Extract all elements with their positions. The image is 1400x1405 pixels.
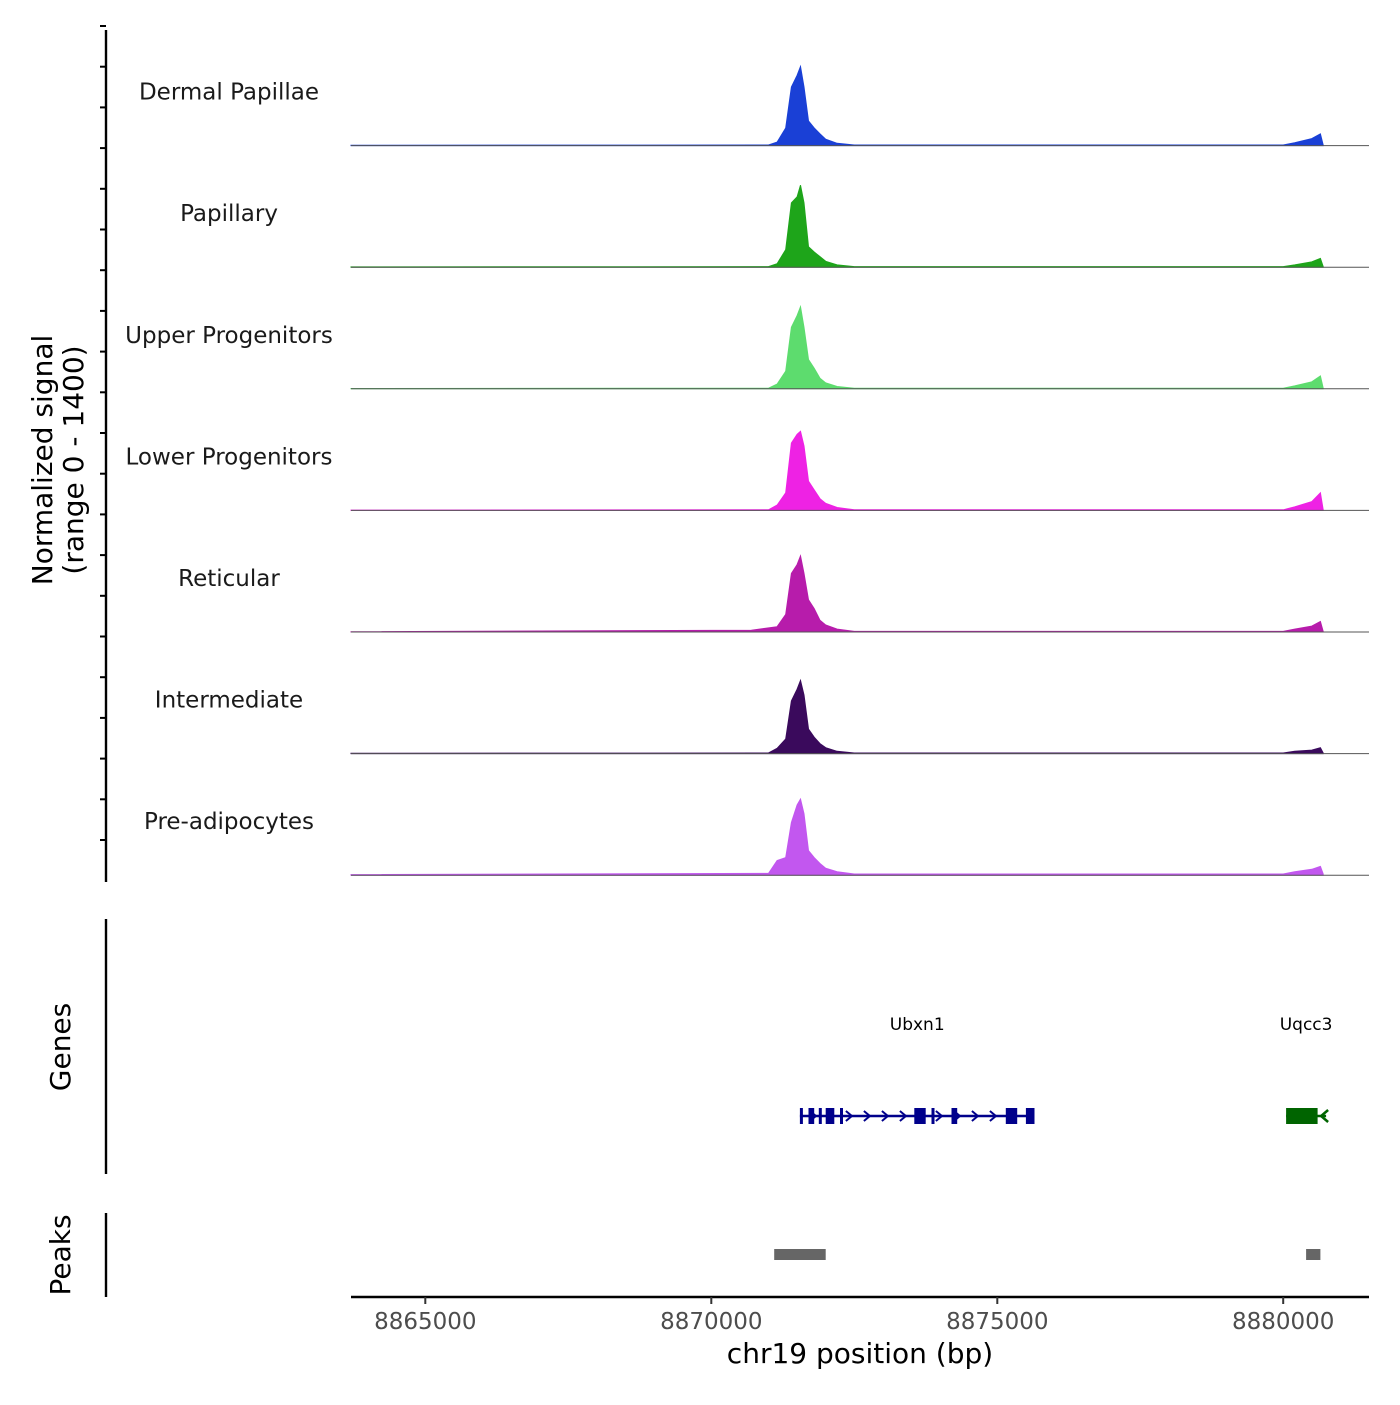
gene-exon bbox=[951, 1108, 958, 1124]
peak-region bbox=[1306, 1249, 1321, 1260]
strand-arrow bbox=[827, 1110, 836, 1122]
track-label-pre-adipocytes: Pre-adipocytes bbox=[144, 809, 314, 835]
peaks-panel: Peaks bbox=[44, 1213, 1321, 1297]
strand-arrow bbox=[899, 1110, 908, 1122]
track-intermediate: Intermediate bbox=[155, 678, 1369, 755]
track-lower-progenitors: Lower Progenitors bbox=[126, 430, 1369, 511]
gene-exon bbox=[818, 1108, 822, 1124]
x-axis-title: chr19 position (bp) bbox=[727, 1337, 993, 1370]
gene-exon bbox=[808, 1108, 815, 1124]
gene-exon bbox=[1025, 1108, 1035, 1124]
track-label-lower-progenitors: Lower Progenitors bbox=[126, 444, 333, 470]
y-axis-title: Normalized signal bbox=[26, 335, 59, 586]
gene-ubxn1: Ubxn1 bbox=[799, 1015, 1035, 1124]
strand-arrow bbox=[935, 1110, 944, 1122]
gene-exon bbox=[840, 1108, 843, 1124]
x-axis-ticks: 8865000 8870000 8875000 8880000 bbox=[374, 1297, 1334, 1335]
strand-arrow bbox=[989, 1110, 998, 1122]
x-tick-label: 8880000 bbox=[1232, 1309, 1334, 1335]
signal-area-papillary bbox=[350, 185, 1324, 268]
x-tick-label: 8865000 bbox=[374, 1309, 476, 1335]
track-dermal-papillae: Dermal Papillae bbox=[139, 64, 1369, 147]
peak-region bbox=[774, 1249, 826, 1260]
strand-arrow bbox=[845, 1110, 854, 1122]
peak-bars bbox=[774, 1249, 1321, 1260]
genes-axis-title: Genes bbox=[44, 1003, 77, 1091]
x-axis: 8865000 8870000 8875000 8880000 chr19 posit… bbox=[351, 1295, 1369, 1370]
signal-area-upper-progenitors bbox=[350, 304, 1324, 390]
strand-arrow bbox=[1319, 1109, 1329, 1123]
signal-area-intermediate bbox=[350, 678, 1324, 755]
strand-arrow bbox=[1007, 1110, 1016, 1122]
gene-exon bbox=[825, 1108, 835, 1124]
strand-arrow bbox=[881, 1110, 890, 1122]
gene-label-uqcc3: Uqcc3 bbox=[1280, 1015, 1333, 1035]
gene-uqcc3: Uqcc3 bbox=[1280, 1015, 1333, 1124]
strand-arrow bbox=[917, 1110, 926, 1122]
signal-y-ticks bbox=[100, 25, 106, 841]
signal-tracks: Dermal Papillae Papillary Upper Progenitor… bbox=[125, 64, 1369, 876]
x-tick-label: 8875000 bbox=[946, 1309, 1048, 1335]
track-label-upper-progenitors: Upper Progenitors bbox=[125, 323, 333, 349]
gene-exon bbox=[1005, 1108, 1018, 1124]
x-tick-label: 8870000 bbox=[660, 1309, 762, 1335]
track-reticular: Reticular bbox=[178, 554, 1369, 633]
track-label-intermediate: Intermediate bbox=[155, 688, 303, 714]
strand-arrow bbox=[953, 1110, 962, 1122]
strand-arrow bbox=[809, 1110, 818, 1122]
peaks-axis-title: Peaks bbox=[44, 1214, 77, 1295]
gene-exon bbox=[931, 1108, 935, 1124]
strand-arrow bbox=[971, 1110, 980, 1122]
track-upper-progenitors: Upper Progenitors bbox=[125, 304, 1369, 390]
gene-label-ubxn1: Ubxn1 bbox=[890, 1015, 945, 1035]
gene-models: Ubxn1 Uqcc3 bbox=[799, 1015, 1333, 1124]
genes-panel: Genes Ubxn1 Uqcc3 bbox=[44, 919, 1332, 1174]
strand-arrow bbox=[863, 1110, 872, 1122]
signal-area-pre-adipocytes bbox=[350, 797, 1324, 876]
track-label-reticular: Reticular bbox=[178, 566, 280, 592]
gene-exon bbox=[799, 1108, 803, 1124]
signal-panel: Normalized signal (range 0 - 1400) Derma… bbox=[26, 25, 1369, 882]
gene-exon bbox=[914, 1108, 926, 1124]
track-papillary: Papillary bbox=[180, 185, 1369, 268]
track-label-papillary: Papillary bbox=[180, 201, 278, 227]
signal-area-reticular bbox=[350, 554, 1324, 633]
signal-area-lower-progenitors bbox=[350, 430, 1324, 511]
track-label-dermal-papillae: Dermal Papillae bbox=[139, 80, 319, 106]
gene-exon bbox=[1286, 1108, 1318, 1124]
y-axis-subtitle: (range 0 - 1400) bbox=[57, 345, 90, 574]
track-pre-adipocytes: Pre-adipocytes bbox=[144, 797, 1369, 876]
signal-area-dermal-papillae bbox=[350, 64, 1324, 147]
